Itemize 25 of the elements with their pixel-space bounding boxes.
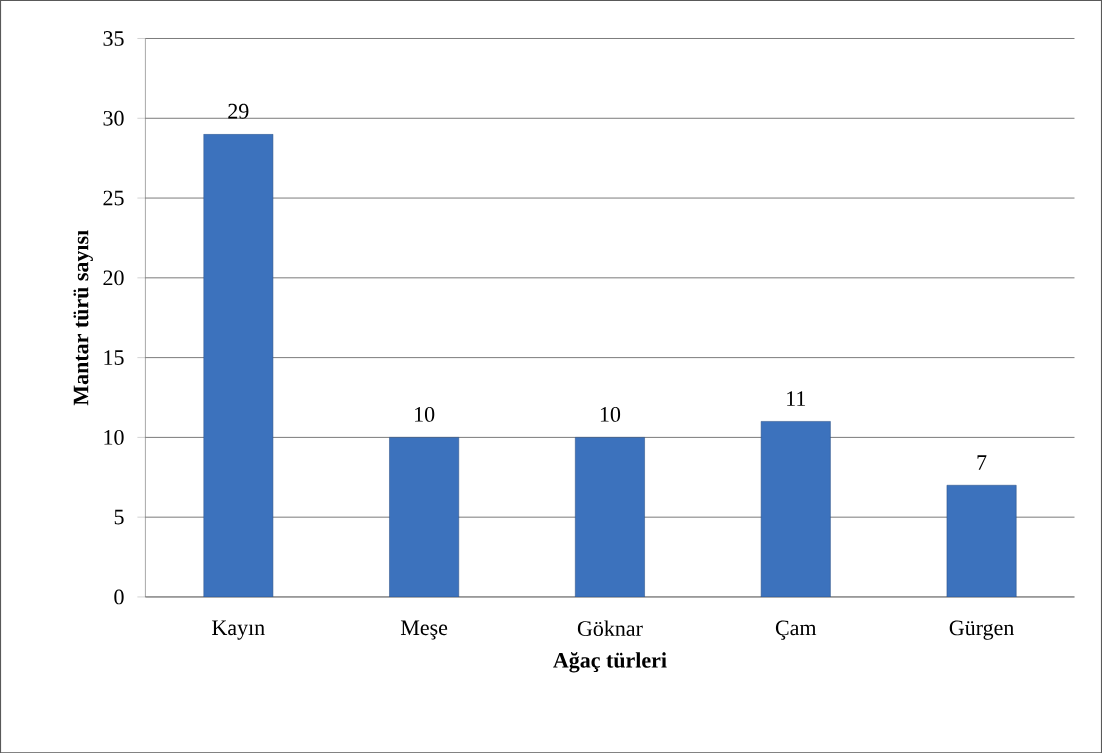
data-label: 7 bbox=[977, 455, 987, 470]
x-tick-label: Kayın bbox=[212, 620, 265, 640]
y-tick-label: 25 bbox=[103, 190, 124, 206]
y-tick-label: 30 bbox=[103, 110, 124, 126]
bar bbox=[389, 436, 460, 597]
y-tick-label: 15 bbox=[104, 350, 124, 365]
y-tick-label: 20 bbox=[103, 270, 124, 286]
x-tick-label: Çam bbox=[775, 620, 817, 640]
data-label: 10 bbox=[415, 406, 435, 422]
data-label: 10 bbox=[600, 406, 621, 422]
bar bbox=[946, 484, 1017, 597]
y-tick-label: 0 bbox=[114, 589, 124, 605]
x-axis-title: Ağaç türleri bbox=[553, 651, 667, 673]
y-tick-label: 5 bbox=[114, 509, 124, 525]
data-label: 11 bbox=[787, 391, 806, 406]
y-tick-label: 10 bbox=[104, 429, 124, 445]
bar bbox=[760, 421, 831, 597]
data-label: 29 bbox=[228, 103, 249, 119]
x-tick-label: Meşe bbox=[400, 620, 448, 640]
bar bbox=[203, 133, 274, 597]
x-tick-label: Göknar bbox=[577, 620, 643, 636]
y-axis-title: Mantar türü sayısı bbox=[73, 229, 93, 406]
bar bbox=[575, 436, 645, 597]
x-tick-label: Gürgen bbox=[949, 620, 1014, 640]
y-tick-label: 35 bbox=[103, 30, 124, 46]
